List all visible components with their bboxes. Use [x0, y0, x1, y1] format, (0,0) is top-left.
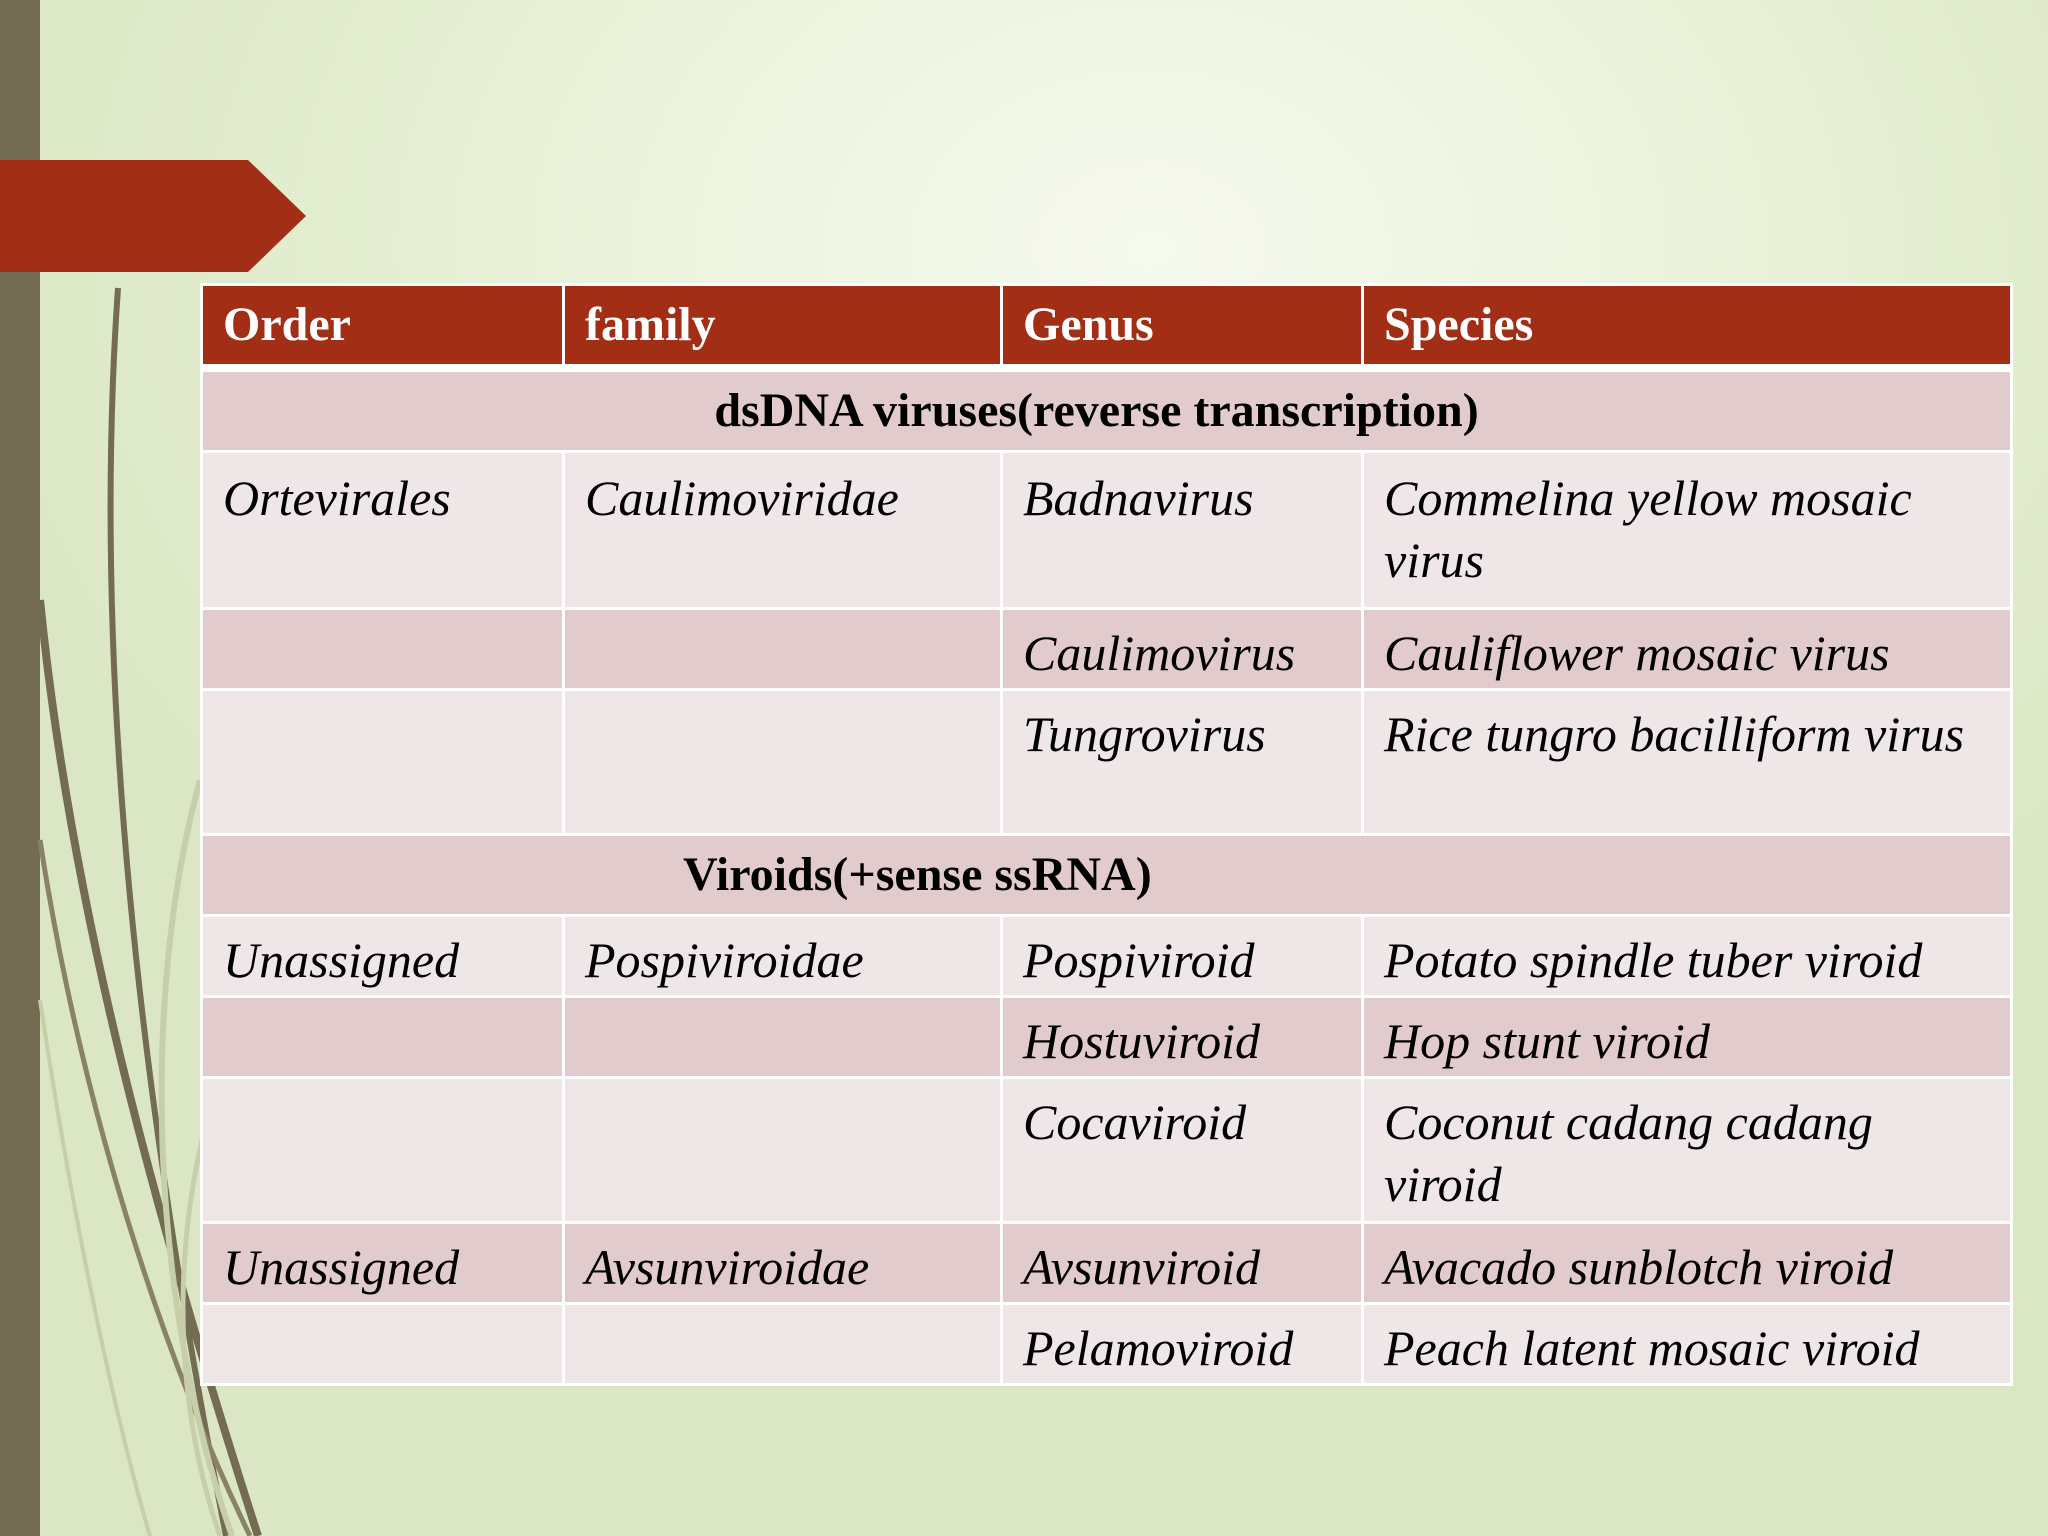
- cell-order: Ortevirales: [200, 450, 565, 610]
- section-row-viroids: Viroids(+sense ssRNA): [200, 833, 2013, 917]
- cell-order: [200, 995, 565, 1079]
- table-row: Caulimovirus Cauliflower mosaic virus: [200, 607, 2013, 691]
- cell-species: Potato spindle tuber viroid: [1361, 914, 2013, 998]
- header-order: Order: [200, 283, 565, 372]
- table-row: Unassigned Pospiviroidae Pospiviroid Pot…: [200, 914, 2013, 998]
- cell-genus: Tungrovirus: [1000, 688, 1364, 836]
- table-row: Hostuviroid Hop stunt viroid: [200, 995, 2013, 1079]
- cell-family: Caulimoviridae: [562, 450, 1003, 610]
- taxonomy-table-container: Order family Genus Species dsDNA viruses…: [200, 283, 2013, 1386]
- cell-genus: Caulimovirus: [1000, 607, 1364, 691]
- cell-genus: Cocaviroid: [1000, 1076, 1364, 1224]
- table-header-row: Order family Genus Species: [200, 283, 2013, 372]
- cell-species: Avacado sunblotch viroid: [1361, 1221, 2013, 1305]
- table-row: Pelamoviroid Peach latent mosaic viroid: [200, 1302, 2013, 1386]
- table-row: Cocaviroid Coconut cadang cadang viroid: [200, 1076, 2013, 1224]
- cell-genus: Badnavirus: [1000, 450, 1364, 610]
- cell-family: [562, 1076, 1003, 1224]
- header-species: Species: [1361, 283, 2013, 372]
- cell-family: [562, 688, 1003, 836]
- cell-genus: Hostuviroid: [1000, 995, 1364, 1079]
- table-row: Unassigned Avsunviroidae Avsunviroid Ava…: [200, 1221, 2013, 1305]
- cell-order: [200, 688, 565, 836]
- header-family: family: [562, 283, 1003, 372]
- cell-order: Unassigned: [200, 1221, 565, 1305]
- cell-species: Commelina yellow mosaic virus: [1361, 450, 2013, 610]
- section-title-dsdna: dsDNA viruses(reverse transcription): [200, 366, 2013, 453]
- table-row: Tungrovirus Rice tungro bacilliform viru…: [200, 688, 2013, 836]
- cell-genus: Pospiviroid: [1000, 914, 1364, 998]
- cell-family: [562, 995, 1003, 1079]
- cell-species: Cauliflower mosaic virus: [1361, 607, 2013, 691]
- cell-order: Unassigned: [200, 914, 565, 998]
- cell-genus: Pelamoviroid: [1000, 1302, 1364, 1386]
- section-row-dsdna: dsDNA viruses(reverse transcription): [200, 366, 2013, 453]
- decorative-grass-lines: [36, 287, 262, 1536]
- cell-family: [562, 1302, 1003, 1386]
- cell-order: [200, 1302, 565, 1386]
- cell-species: Coconut cadang cadang viroid: [1361, 1076, 2013, 1224]
- header-genus: Genus: [1000, 283, 1364, 372]
- cell-species: Peach latent mosaic viroid: [1361, 1302, 2013, 1386]
- section-title-viroids: Viroids(+sense ssRNA): [200, 833, 2013, 917]
- cell-species: Rice tungro bacilliform virus: [1361, 688, 2013, 836]
- table-row: Ortevirales Caulimoviridae Badnavirus Co…: [200, 450, 2013, 610]
- cell-family: [562, 607, 1003, 691]
- cell-genus: Avsunviroid: [1000, 1221, 1364, 1305]
- cell-order: [200, 607, 565, 691]
- red-arrow-tab: [0, 160, 306, 272]
- cell-family: Avsunviroidae: [562, 1221, 1003, 1305]
- taxonomy-table: Order family Genus Species dsDNA viruses…: [200, 283, 2013, 1386]
- cell-species: Hop stunt viroid: [1361, 995, 2013, 1079]
- cell-family: Pospiviroidae: [562, 914, 1003, 998]
- cell-order: [200, 1076, 565, 1224]
